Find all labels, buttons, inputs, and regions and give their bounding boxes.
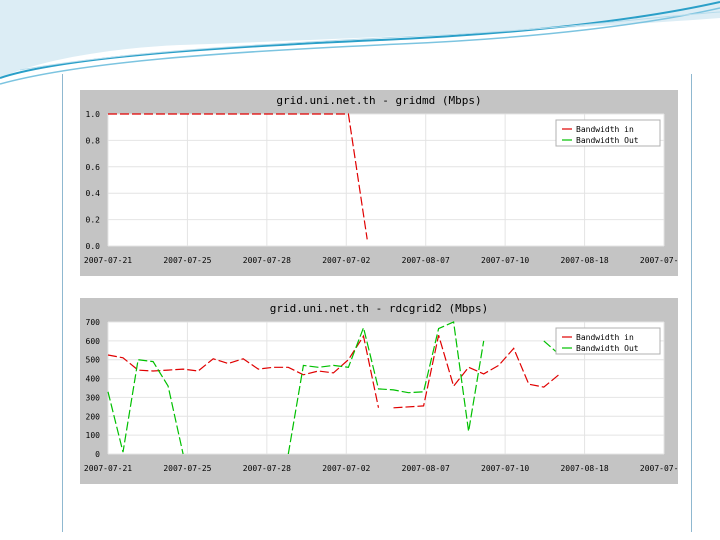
y-tick-label: 0.2 xyxy=(86,216,101,225)
header-swoosh-decoration xyxy=(0,0,720,85)
x-tick-label: 2007-08-07 xyxy=(402,464,450,473)
swoosh-line-1 xyxy=(0,1,720,79)
chart-title: grid.uni.net.th - gridmd (Mbps) xyxy=(276,94,481,107)
x-tick-label: 2007-08-07 xyxy=(402,256,450,265)
chart-gridmd: grid.uni.net.th - gridmd (Mbps) 0.0 0.2 0.4… xyxy=(84,94,678,265)
legend-label: Bandwidth in xyxy=(576,333,634,342)
x-tick-label: 2007-07-02 xyxy=(322,464,370,473)
chart-title: grid.uni.net.th - rdcgrid2 (Mbps) xyxy=(270,302,489,315)
legend-box xyxy=(555,327,661,355)
x-tick-label: 2007-07-21 xyxy=(84,464,132,473)
x-tick-label: 2007-08-18 xyxy=(560,464,608,473)
y-tick-label: 600 xyxy=(86,337,101,346)
y-tick-label: 400 xyxy=(86,375,101,384)
y-tick-label: 0.4 xyxy=(86,189,101,198)
x-tick-label: 2007-07-28 xyxy=(243,256,291,265)
chart-rdcgrid2: grid.uni.net.th - rdcgrid2 (Mbps) 0 100 200… xyxy=(84,302,678,473)
swoosh-fill xyxy=(0,0,720,78)
x-tick-label: 2007-07-10 xyxy=(481,256,529,265)
series-line-bandwidth-out xyxy=(287,321,485,455)
series-line-bandwidth-out xyxy=(107,359,184,455)
series-line-bandwidth-in xyxy=(393,335,560,409)
series-line-bandwidth-in xyxy=(107,334,380,408)
x-tick-label: 2007-07-25 xyxy=(163,256,211,265)
x-tick-label: 2007-07-02 xyxy=(322,256,370,265)
y-tick-label: 0.6 xyxy=(86,163,101,172)
legend-label: Bandwidth in xyxy=(576,125,634,134)
legend-box xyxy=(555,119,661,147)
legend-label: Bandwidth Out xyxy=(576,136,639,145)
y-tick-label: 700 xyxy=(86,318,101,327)
y-tick-label: 0.8 xyxy=(86,136,101,145)
x-tick-label: 2007-08-18 xyxy=(560,256,608,265)
x-tick-label: 2007-07-25 xyxy=(163,464,211,473)
y-tick-label: 0 xyxy=(95,450,100,459)
y-tick-label: 0.0 xyxy=(86,242,101,251)
x-tick-label: 2007-07-19 xyxy=(640,464,678,473)
swoosh-line-2 xyxy=(0,7,720,85)
chart-panel-gridmd: grid.uni.net.th - gridmd (Mbps) 0.0 0.2 0.4… xyxy=(80,90,678,276)
x-tick-label: 2007-07-28 xyxy=(243,464,291,473)
x-tick-label: 2007-07-19 xyxy=(640,256,678,265)
y-tick-label: 100 xyxy=(86,431,101,440)
y-tick-label: 200 xyxy=(86,412,101,421)
y-tick-label: 500 xyxy=(86,356,101,365)
x-tick-label: 2007-07-10 xyxy=(481,464,529,473)
legend-label: Bandwidth Out xyxy=(576,344,639,353)
swoosh-line-3 xyxy=(19,11,720,71)
y-tick-label: 1.0 xyxy=(86,110,101,119)
y-tick-label: 300 xyxy=(86,393,101,402)
chart-panel-rdcgrid2: grid.uni.net.th - rdcgrid2 (Mbps) 0 100 200… xyxy=(80,298,678,484)
series-line-bandwidth-in xyxy=(108,113,368,240)
x-tick-label: 2007-07-21 xyxy=(84,256,132,265)
content-frame xyxy=(62,74,692,532)
